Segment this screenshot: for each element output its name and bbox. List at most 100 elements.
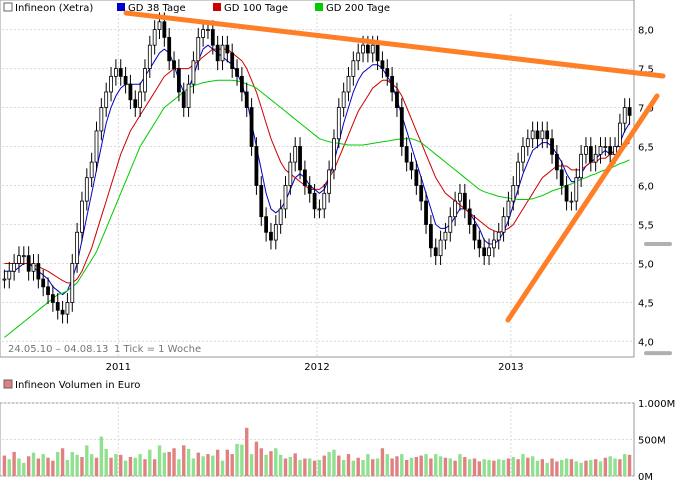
legend-label-gd100: GD 100 Tage	[224, 3, 288, 14]
volume-bar	[526, 457, 530, 476]
candle-body	[424, 200, 428, 225]
x-tick-label: 2013	[498, 362, 523, 373]
candle-body	[46, 286, 50, 296]
volume-bar	[288, 457, 293, 476]
candle-body	[307, 185, 312, 194]
candle-body	[235, 68, 239, 77]
volume-bar	[332, 449, 336, 476]
candle-body	[143, 68, 147, 93]
volume-bar	[56, 451, 60, 476]
tick-info-text: 1 Tick = 1 Woche	[114, 344, 201, 355]
volume-bar	[138, 454, 142, 476]
candle-body	[317, 208, 322, 211]
volume-bar	[623, 454, 627, 476]
volume-bar	[104, 448, 108, 476]
volume-bar	[264, 454, 268, 476]
price-y-tick-label: 4,5	[638, 298, 654, 309]
candle-body	[65, 302, 70, 315]
volume-bar	[327, 451, 331, 476]
candle-body	[617, 122, 622, 147]
legend-label-gd200: GD 200 Tage	[326, 3, 390, 14]
candle-body	[312, 192, 317, 210]
candle-body	[559, 169, 564, 186]
candle-body	[147, 44, 152, 69]
volume-bar	[540, 459, 545, 476]
volume-bar	[249, 454, 254, 476]
volume-bar	[487, 459, 491, 476]
candle-body	[598, 146, 603, 155]
candle-body	[564, 185, 569, 202]
candle-body	[176, 68, 181, 93]
volume-bar	[26, 456, 31, 476]
price-y-tick-label: 4,0	[638, 337, 654, 348]
volume-bar	[230, 454, 234, 476]
volume-bar	[177, 459, 181, 476]
x-tick-label: 2012	[304, 362, 329, 373]
volume-bar	[501, 459, 506, 476]
volume-y-tick-label: 1.000M	[638, 399, 675, 410]
volume-bar	[550, 458, 554, 476]
candle-body	[138, 91, 143, 108]
candle-body	[104, 91, 109, 108]
candle-body	[167, 36, 172, 62]
volume-bar	[560, 459, 564, 476]
candle-body	[109, 75, 113, 93]
candle-body	[336, 107, 341, 140]
candle-body	[41, 278, 46, 288]
trendlines	[123, 10, 666, 323]
candle-body	[201, 29, 206, 38]
volume-bar	[128, 457, 133, 476]
candle-body	[113, 68, 118, 77]
candle-body	[525, 138, 530, 147]
candle-body	[133, 99, 138, 108]
candle-body	[462, 192, 467, 210]
legend-label-gd38: GD 38 Tage	[128, 3, 186, 14]
volume-bar	[346, 454, 351, 476]
candle-body	[579, 153, 584, 179]
volume-bar	[380, 448, 385, 476]
candle-body	[186, 83, 191, 108]
legend-swatch-gd100	[213, 3, 221, 11]
volume-bar	[404, 459, 409, 476]
volume-bar	[535, 460, 540, 476]
volume-bar	[424, 454, 428, 476]
candle-body	[84, 177, 89, 202]
candle-body	[588, 146, 593, 163]
candle-body	[448, 216, 453, 233]
candle-body	[409, 161, 414, 171]
volume-bar	[298, 459, 302, 476]
volume-bar	[12, 451, 16, 476]
candle-body	[545, 130, 550, 140]
candle-body	[506, 200, 511, 218]
volume-bar	[99, 436, 104, 476]
candle-body	[181, 91, 186, 108]
price-candles	[2, 12, 632, 324]
volume-bar	[172, 448, 176, 476]
volume-bar	[443, 457, 448, 476]
volume-bar	[235, 443, 239, 476]
volume-bar	[395, 456, 399, 476]
date-range-text: 24.05.10 – 04.08.13	[8, 344, 108, 355]
volume-bar	[434, 454, 438, 476]
volume-bar	[477, 461, 482, 476]
candle-body	[123, 75, 128, 85]
volume-bar	[293, 453, 297, 476]
volume-bar	[17, 458, 21, 476]
volume-bar	[361, 459, 365, 476]
candle-body	[458, 192, 462, 202]
candle-body	[293, 146, 298, 163]
candle-body	[230, 52, 235, 69]
candle-body	[351, 60, 356, 77]
candle-body	[521, 146, 525, 163]
volume-bar	[472, 458, 477, 476]
candle-body	[332, 138, 336, 171]
volume-bar	[453, 460, 457, 476]
candle-body	[12, 263, 17, 272]
candle-body	[162, 21, 167, 38]
candle-body	[118, 68, 123, 77]
volume-bar	[225, 449, 230, 476]
volume-bar	[414, 457, 419, 476]
candle-body	[273, 224, 278, 241]
candle-body	[269, 231, 273, 241]
volume-y-tick-label: 500M	[638, 436, 666, 447]
